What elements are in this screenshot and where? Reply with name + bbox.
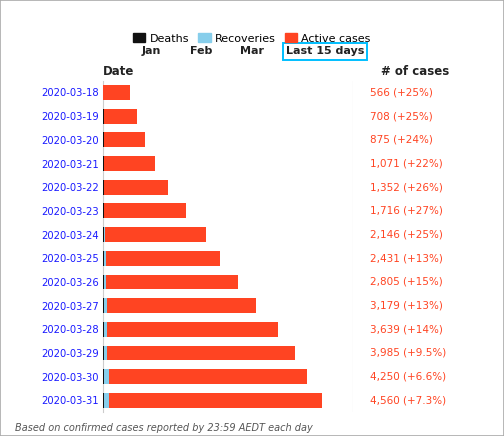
Bar xyxy=(103,369,104,384)
Bar xyxy=(104,298,107,313)
Bar xyxy=(104,204,185,218)
Bar xyxy=(104,275,106,289)
Text: 4,250 (+6.6%): 4,250 (+6.6%) xyxy=(369,371,446,382)
Bar xyxy=(103,345,104,360)
Text: # of cases: # of cases xyxy=(381,65,449,78)
Text: 4,560 (+7.3%): 4,560 (+7.3%) xyxy=(369,395,446,405)
Bar xyxy=(103,275,104,289)
Bar xyxy=(104,369,108,384)
Bar xyxy=(103,298,104,313)
Bar xyxy=(104,251,106,266)
Text: 2,805 (+15%): 2,805 (+15%) xyxy=(369,277,443,287)
Text: 3,179 (+13%): 3,179 (+13%) xyxy=(369,300,443,310)
Text: Jan: Jan xyxy=(142,47,161,56)
Bar xyxy=(106,251,220,266)
Bar xyxy=(104,393,108,408)
Bar xyxy=(108,369,307,384)
Text: Based on confirmed cases reported by 23:59 AEDT each day: Based on confirmed cases reported by 23:… xyxy=(15,422,313,433)
Text: 3,639 (+14%): 3,639 (+14%) xyxy=(369,324,443,334)
Bar xyxy=(107,345,294,360)
Bar xyxy=(103,322,104,337)
Text: 1,352 (+26%): 1,352 (+26%) xyxy=(369,182,443,192)
Bar xyxy=(104,156,155,171)
Text: 2,146 (+25%): 2,146 (+25%) xyxy=(369,229,443,239)
Legend: Deaths, Recoveries, Active cases: Deaths, Recoveries, Active cases xyxy=(129,29,375,48)
Bar xyxy=(104,180,168,194)
Bar xyxy=(103,393,104,408)
Text: 1,071 (+22%): 1,071 (+22%) xyxy=(369,159,443,168)
Text: 1,716 (+27%): 1,716 (+27%) xyxy=(369,206,443,216)
Bar xyxy=(104,322,107,337)
Bar xyxy=(104,109,137,123)
Bar xyxy=(104,133,145,147)
Text: 875 (+24%): 875 (+24%) xyxy=(369,135,432,145)
Text: 566 (+25%): 566 (+25%) xyxy=(369,88,432,98)
Bar xyxy=(105,227,206,242)
Bar xyxy=(103,85,131,100)
Text: Date: Date xyxy=(103,65,135,78)
Bar xyxy=(108,393,322,408)
Bar xyxy=(104,227,105,242)
Text: 3,985 (+9.5%): 3,985 (+9.5%) xyxy=(369,348,446,358)
Text: Mar: Mar xyxy=(240,47,264,56)
Text: 2,431 (+13%): 2,431 (+13%) xyxy=(369,253,443,263)
Bar xyxy=(106,275,238,289)
Text: Feb: Feb xyxy=(191,47,213,56)
Bar xyxy=(107,322,278,337)
Bar xyxy=(107,298,256,313)
Text: 708 (+25%): 708 (+25%) xyxy=(369,111,432,121)
Bar xyxy=(104,345,107,360)
Text: Last 15 days: Last 15 days xyxy=(286,47,364,56)
